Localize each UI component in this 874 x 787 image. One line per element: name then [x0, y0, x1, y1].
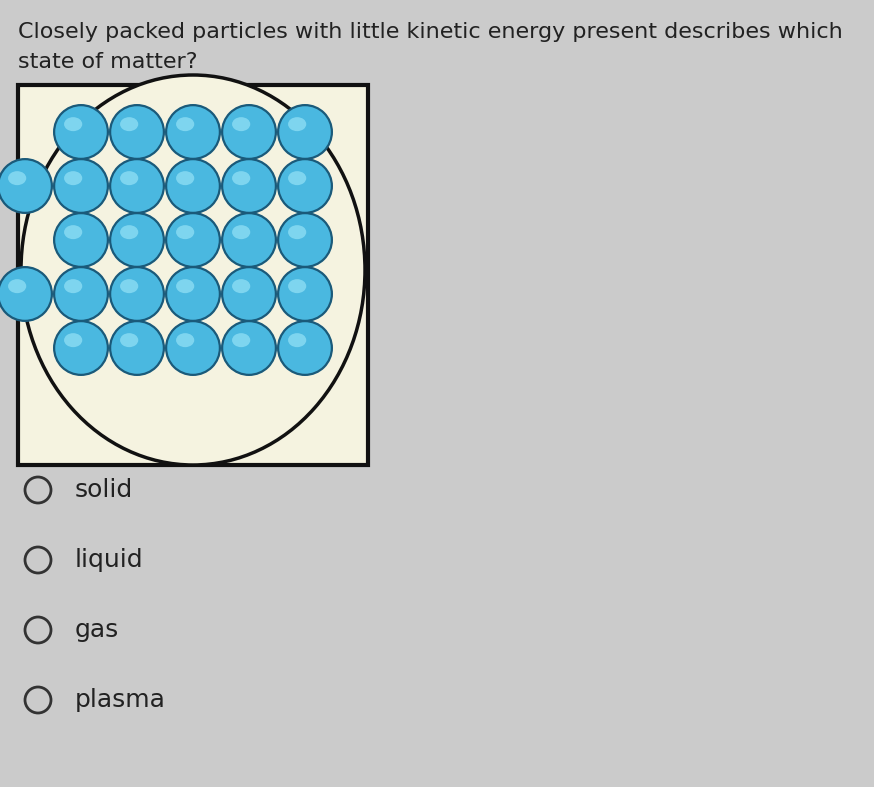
Circle shape	[221, 266, 277, 322]
Ellipse shape	[64, 225, 82, 239]
Circle shape	[111, 214, 163, 266]
Text: gas: gas	[75, 618, 119, 642]
Ellipse shape	[64, 333, 82, 347]
Text: solid: solid	[75, 478, 133, 502]
Ellipse shape	[288, 333, 306, 347]
Text: liquid: liquid	[75, 548, 143, 572]
Ellipse shape	[288, 117, 306, 131]
Circle shape	[167, 161, 218, 212]
Circle shape	[223, 214, 274, 266]
Circle shape	[277, 212, 333, 268]
Circle shape	[55, 268, 107, 320]
Circle shape	[277, 104, 333, 160]
Circle shape	[111, 322, 163, 374]
Circle shape	[279, 106, 330, 157]
Ellipse shape	[232, 225, 250, 239]
Ellipse shape	[120, 171, 138, 185]
Circle shape	[277, 266, 333, 322]
Text: state of matter?: state of matter?	[18, 52, 198, 72]
Circle shape	[109, 158, 165, 214]
Ellipse shape	[120, 117, 138, 131]
Circle shape	[53, 104, 109, 160]
Circle shape	[55, 214, 107, 266]
Circle shape	[165, 320, 221, 376]
Circle shape	[223, 106, 274, 157]
Circle shape	[55, 161, 107, 212]
Ellipse shape	[120, 225, 138, 239]
Circle shape	[167, 106, 218, 157]
Circle shape	[165, 266, 221, 322]
Circle shape	[0, 161, 51, 212]
Circle shape	[279, 214, 330, 266]
Circle shape	[223, 322, 274, 374]
Circle shape	[109, 104, 165, 160]
Circle shape	[277, 320, 333, 376]
Circle shape	[277, 158, 333, 214]
Circle shape	[221, 320, 277, 376]
Circle shape	[111, 268, 163, 320]
Circle shape	[109, 212, 165, 268]
Circle shape	[53, 212, 109, 268]
Ellipse shape	[176, 279, 194, 294]
Ellipse shape	[232, 279, 250, 294]
Circle shape	[0, 158, 53, 214]
Circle shape	[167, 322, 218, 374]
Text: plasma: plasma	[75, 688, 166, 712]
Circle shape	[53, 320, 109, 376]
Ellipse shape	[64, 117, 82, 131]
Circle shape	[165, 158, 221, 214]
Ellipse shape	[120, 333, 138, 347]
Circle shape	[0, 266, 53, 322]
Ellipse shape	[232, 117, 250, 131]
Circle shape	[167, 268, 218, 320]
Circle shape	[111, 161, 163, 212]
Circle shape	[221, 104, 277, 160]
Circle shape	[223, 161, 274, 212]
Bar	[18, 85, 368, 465]
Circle shape	[221, 158, 277, 214]
Circle shape	[0, 268, 51, 320]
Circle shape	[109, 320, 165, 376]
Circle shape	[221, 212, 277, 268]
Ellipse shape	[232, 333, 250, 347]
Circle shape	[53, 158, 109, 214]
Ellipse shape	[288, 171, 306, 185]
Ellipse shape	[288, 279, 306, 294]
Ellipse shape	[64, 171, 82, 185]
Ellipse shape	[176, 117, 194, 131]
Ellipse shape	[176, 171, 194, 185]
Circle shape	[111, 106, 163, 157]
Circle shape	[279, 268, 330, 320]
Ellipse shape	[120, 279, 138, 294]
Ellipse shape	[232, 171, 250, 185]
Ellipse shape	[176, 333, 194, 347]
Circle shape	[279, 322, 330, 374]
Circle shape	[167, 214, 218, 266]
Circle shape	[53, 266, 109, 322]
Circle shape	[109, 266, 165, 322]
Ellipse shape	[8, 171, 26, 185]
Circle shape	[165, 212, 221, 268]
Ellipse shape	[21, 75, 365, 465]
Ellipse shape	[64, 279, 82, 294]
Ellipse shape	[288, 225, 306, 239]
Circle shape	[55, 322, 107, 374]
Ellipse shape	[176, 225, 194, 239]
Circle shape	[165, 104, 221, 160]
Circle shape	[223, 268, 274, 320]
Text: Closely packed particles with little kinetic energy present describes which: Closely packed particles with little kin…	[18, 22, 843, 42]
Circle shape	[55, 106, 107, 157]
Circle shape	[279, 161, 330, 212]
Ellipse shape	[8, 279, 26, 294]
